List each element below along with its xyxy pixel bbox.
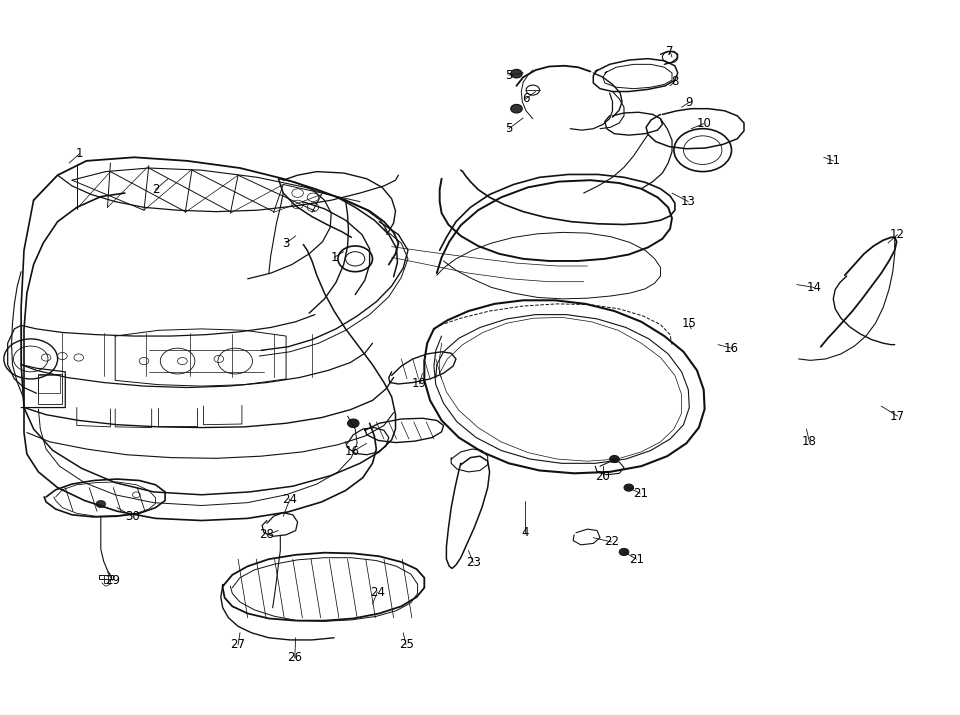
Bar (38, 374, 62, 404)
Text: 5: 5 (505, 69, 513, 82)
Text: 21: 21 (629, 553, 644, 566)
Text: 6: 6 (522, 92, 530, 105)
Text: 7: 7 (666, 45, 674, 58)
Text: 11: 11 (826, 154, 841, 167)
Text: 9: 9 (685, 96, 693, 109)
Text: 20: 20 (595, 470, 611, 483)
Text: 8: 8 (671, 75, 679, 88)
Text: 13: 13 (681, 195, 696, 208)
Text: 12: 12 (890, 228, 905, 241)
Text: 2: 2 (152, 183, 159, 196)
Text: 5: 5 (505, 122, 513, 135)
Text: 25: 25 (398, 638, 414, 651)
Text: 29: 29 (105, 574, 120, 587)
Text: 4: 4 (521, 526, 529, 539)
Circle shape (511, 69, 522, 78)
Text: 22: 22 (604, 536, 619, 548)
Text: 3: 3 (282, 237, 290, 250)
Text: 19: 19 (412, 378, 427, 390)
Text: 14: 14 (806, 281, 822, 294)
Text: 30: 30 (125, 510, 140, 523)
Text: 24: 24 (370, 586, 385, 598)
Text: 28: 28 (259, 528, 275, 541)
Text: 18: 18 (802, 435, 817, 448)
Circle shape (348, 419, 359, 428)
Text: 16: 16 (724, 342, 739, 355)
Circle shape (619, 548, 629, 556)
Circle shape (511, 104, 522, 113)
Text: 15: 15 (682, 317, 697, 330)
Bar (38, 375, 60, 393)
Text: 26: 26 (287, 651, 302, 664)
Text: 1: 1 (76, 147, 84, 160)
Text: 1: 1 (330, 251, 338, 264)
Circle shape (610, 455, 619, 463)
Circle shape (624, 484, 634, 491)
Text: 23: 23 (466, 556, 481, 569)
Text: 16: 16 (345, 445, 360, 458)
Text: 17: 17 (890, 410, 905, 423)
Circle shape (96, 500, 106, 508)
Text: 10: 10 (696, 117, 711, 130)
Text: 21: 21 (633, 487, 648, 500)
Text: 24: 24 (282, 493, 298, 506)
Text: 27: 27 (230, 638, 246, 651)
